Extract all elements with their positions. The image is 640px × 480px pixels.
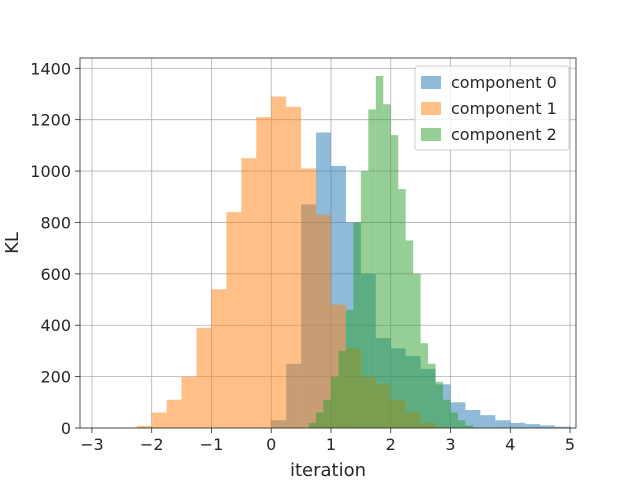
bar-component-2 bbox=[390, 135, 399, 429]
y-tick-label: 0 bbox=[61, 419, 71, 438]
y-tick-label: 600 bbox=[40, 265, 71, 284]
y-tick-label: 1400 bbox=[30, 59, 71, 78]
bar-component-2 bbox=[330, 376, 339, 428]
bar-component-2 bbox=[353, 222, 361, 428]
legend-label: component 1 bbox=[451, 99, 557, 118]
bar-component-0 bbox=[525, 424, 541, 428]
y-tick-label: 800 bbox=[40, 213, 71, 232]
plot-frame bbox=[79, 57, 577, 429]
bar-component-1 bbox=[181, 376, 197, 428]
bar-component-1 bbox=[136, 425, 152, 428]
bar-component-2 bbox=[450, 412, 458, 428]
bar-component-2 bbox=[323, 399, 331, 428]
bar-component-1 bbox=[196, 327, 212, 428]
legend-label: component 0 bbox=[451, 73, 557, 92]
bar-component-2 bbox=[465, 425, 473, 428]
histogram-bars bbox=[136, 75, 571, 429]
x-axis-ticks: −3 −2 −1 0 1 2 3 4 5 bbox=[80, 428, 575, 454]
legend-swatch bbox=[421, 128, 441, 141]
legend-swatch bbox=[421, 102, 441, 115]
bar-component-0 bbox=[480, 415, 496, 428]
bar-component-2 bbox=[413, 273, 421, 428]
x-tick-label: 0 bbox=[266, 435, 276, 454]
legend-box bbox=[414, 65, 570, 151]
bar-component-0 bbox=[510, 422, 526, 428]
bar-component-1 bbox=[211, 289, 227, 428]
x-tick-label: 4 bbox=[505, 435, 515, 454]
bar-component-1 bbox=[256, 117, 272, 428]
bar-component-2 bbox=[435, 381, 444, 428]
x-tick-label: −3 bbox=[80, 435, 104, 454]
bar-component-1 bbox=[241, 158, 257, 429]
bar-component-1 bbox=[226, 212, 242, 428]
x-tick-label: −2 bbox=[140, 435, 164, 454]
y-tick-label: 1000 bbox=[30, 162, 71, 181]
y-tick-label: 1200 bbox=[30, 111, 71, 130]
bar-component-0 bbox=[540, 425, 556, 428]
bar-component-1 bbox=[166, 399, 182, 428]
bar-component-0 bbox=[555, 426, 571, 428]
bar-component-2 bbox=[308, 422, 317, 428]
y-tick-label: 400 bbox=[40, 316, 71, 335]
y-axis-label: KL bbox=[2, 232, 23, 254]
x-tick-label: 5 bbox=[565, 435, 575, 454]
bar-component-1 bbox=[286, 106, 302, 428]
bar-component-2 bbox=[428, 363, 436, 428]
bar-component-1 bbox=[301, 168, 317, 428]
bar-component-2 bbox=[405, 240, 414, 428]
bar-component-2 bbox=[398, 189, 406, 428]
bar-component-2 bbox=[316, 412, 324, 428]
legend: component 0 component 1 component 2 bbox=[414, 65, 570, 151]
bar-component-2 bbox=[420, 343, 429, 428]
bar-component-2 bbox=[375, 75, 384, 428]
bar-component-0 bbox=[465, 410, 481, 428]
bar-component-1 bbox=[316, 214, 331, 428]
bar-component-1 bbox=[271, 96, 287, 429]
bar-component-2 bbox=[383, 104, 391, 428]
bar-component-2 bbox=[345, 309, 354, 428]
bar-component-0 bbox=[495, 420, 511, 428]
bar-component-2 bbox=[368, 109, 376, 428]
y-tick-label: 200 bbox=[40, 368, 71, 387]
legend-swatch bbox=[421, 76, 441, 89]
x-axis-label: iteration bbox=[290, 460, 366, 480]
x-tick-label: 3 bbox=[445, 435, 455, 454]
bar-component-1 bbox=[151, 412, 167, 428]
bar-component-2 bbox=[338, 350, 346, 428]
bar-component-2 bbox=[443, 399, 451, 428]
legend-label: component 2 bbox=[451, 125, 557, 144]
x-tick-label: −1 bbox=[200, 435, 224, 454]
bar-component-2 bbox=[360, 171, 369, 429]
bar-component-2 bbox=[457, 420, 466, 428]
y-axis-ticks: 0 200 400 600 800 1000 1200 1400 bbox=[30, 59, 80, 438]
x-tick-label: 2 bbox=[386, 435, 396, 454]
x-tick-label: 1 bbox=[326, 435, 336, 454]
